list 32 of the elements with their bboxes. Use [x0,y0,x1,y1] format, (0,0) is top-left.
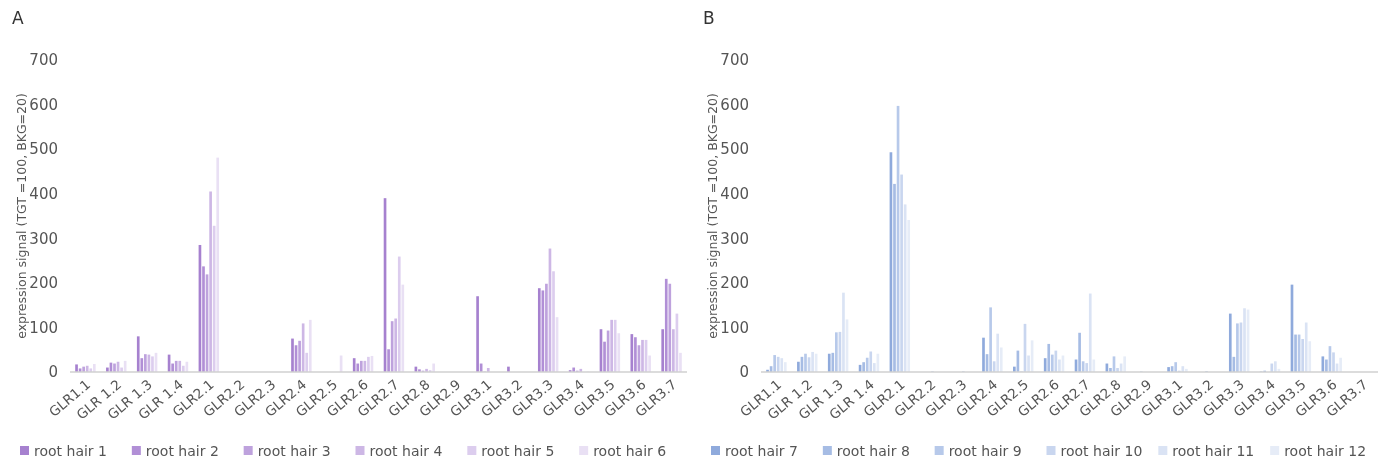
legend-label: root hair 11 [1172,443,1255,459]
y-tick-label: 400 [720,184,749,203]
y-tick-label: 300 [720,229,749,248]
chart-title: B [703,8,715,28]
y-tick-label: 400 [29,184,58,203]
y-tick-label: 0 [48,363,58,382]
y-tick-label: 500 [720,140,749,159]
y-tick-label: 700 [29,51,58,70]
legend-label: root hair 9 [948,443,1022,459]
y-axis-title: expression signal (TGT =100, BKG=20) [705,93,720,339]
y-tick-label: 700 [720,51,749,70]
y-tick-label: 100 [720,318,749,337]
legend-label: root hair 6 [593,443,667,459]
chart-title: A [12,8,24,28]
y-axis-title: expression signal (TGT =100, BKG=20) [14,93,29,339]
legend-label: root hair 3 [257,443,331,459]
y-tick-label: 300 [29,229,58,248]
legend-label: root hair 10 [1060,443,1143,459]
y-tick-label: 0 [739,363,749,382]
y-tick-label: 600 [29,95,58,114]
legend-label: root hair 12 [1284,443,1367,459]
y-tick-label: 200 [720,274,749,293]
legend-label: root hair 5 [481,443,555,459]
y-tick-label: 200 [29,274,58,293]
y-tick-label: 500 [29,140,58,159]
legend-label: root hair 1 [34,443,107,459]
y-tick-label: 600 [720,95,749,114]
legend-label: root hair 8 [836,443,910,459]
y-tick-label: 100 [29,318,58,337]
legend-label: root hair 2 [145,443,219,459]
legend-label: root hair 4 [369,443,443,459]
legend-label: root hair 7 [725,443,798,459]
